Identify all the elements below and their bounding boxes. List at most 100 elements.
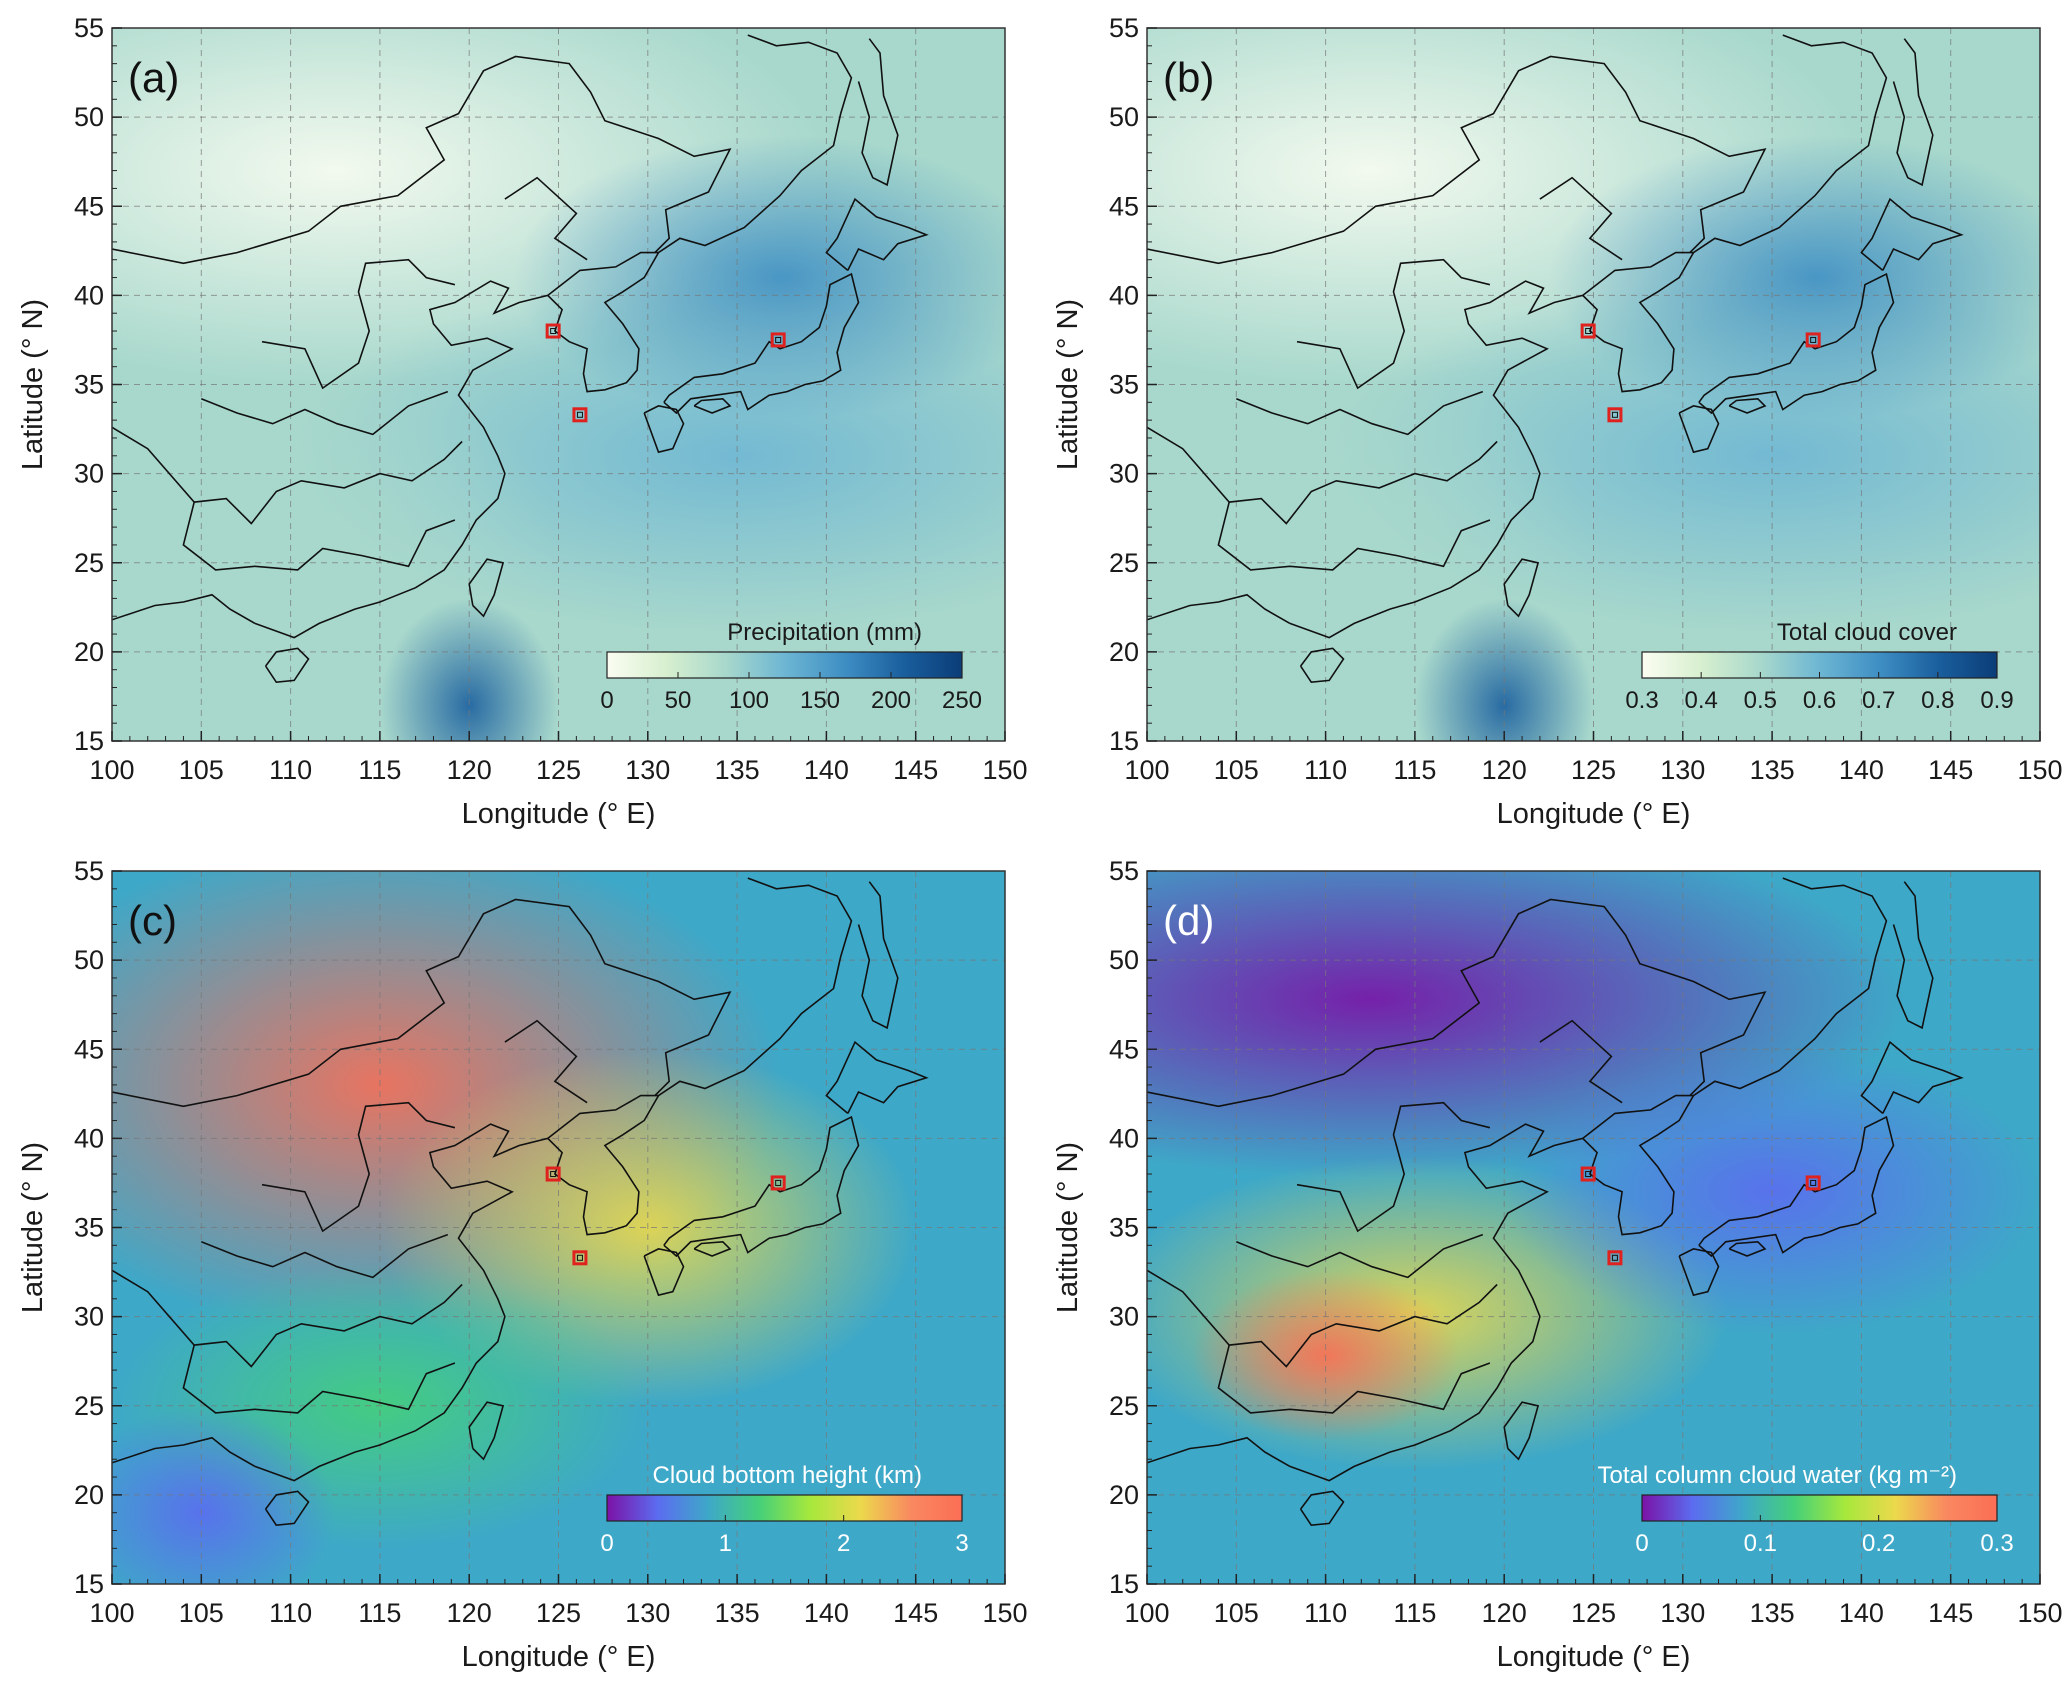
colorbar-tick-label: 3 — [955, 1530, 968, 1557]
y-tick-label: 15 — [74, 726, 104, 756]
x-tick-label: 105 — [179, 755, 224, 785]
map-panel-c: 100 105 110 115 120 125 130 135 140 145 1501520253… — [17, 856, 1028, 1673]
y-tick-label: 55 — [1109, 856, 1139, 886]
x-axis-label: Longitude (° E) — [1497, 1641, 1691, 1673]
y-tick-label: 25 — [74, 548, 104, 578]
colorbar-title: Precipitation (mm) — [727, 619, 922, 646]
x-axis-label: Longitude (° E) — [462, 798, 656, 830]
y-tick-label: 50 — [74, 102, 104, 132]
x-tick-label: 100 — [1124, 755, 1169, 785]
site-marker — [1805, 332, 1821, 348]
y-tick-label: 15 — [74, 1569, 104, 1599]
y-tick-label: 35 — [1109, 370, 1139, 400]
x-tick-label: 145 — [893, 1598, 938, 1628]
colorbar-tick-label: 150 — [800, 687, 840, 714]
site-marker — [1607, 1250, 1623, 1266]
x-tick-label: 140 — [804, 755, 849, 785]
x-tick-label: 130 — [625, 1598, 670, 1628]
x-tick-label: 130 — [1660, 755, 1705, 785]
x-tick-label: 130 — [1660, 1598, 1705, 1628]
colorbar-tick-label: 0.7 — [1862, 687, 1895, 714]
y-tick-label: 45 — [1109, 1034, 1139, 1064]
colorbar-tick-label: 0.3 — [1625, 687, 1658, 714]
y-tick-label: 40 — [1109, 280, 1139, 310]
x-tick-label: 125 — [536, 755, 581, 785]
colorbar: Cloud bottom height (km) 0 1 2 3 — [600, 1462, 968, 1557]
y-tick-label: 45 — [1109, 191, 1139, 221]
x-tick-label: 115 — [1393, 1598, 1436, 1628]
x-tick-label: 120 — [1482, 1598, 1527, 1628]
x-tick-label: 105 — [1214, 755, 1259, 785]
panel-label: (b) — [1163, 54, 1214, 101]
y-tick-label: 25 — [1109, 1391, 1139, 1421]
y-tick-label: 55 — [74, 13, 104, 43]
x-tick-label: 125 — [536, 1598, 581, 1628]
colorbar-tick-label: 0.1 — [1744, 1530, 1777, 1557]
y-tick-label: 30 — [1109, 459, 1139, 489]
site-marker — [1805, 1175, 1821, 1191]
site-marker — [572, 1250, 588, 1266]
map-panel-b: 100 105 110 115 120 125 130 135 140 145 150 15 20 25 3… — [1052, 13, 2063, 830]
x-tick-label: 150 — [2017, 1598, 2062, 1628]
coastlines — [112, 877, 929, 1527]
site-marker — [545, 323, 561, 339]
x-tick-label: 115 — [1393, 755, 1436, 785]
map-panel-d: 100 105 110 115 120 125 130 135 140 145 150 15 20 25 3… — [1052, 856, 2063, 1673]
x-tick-label: 140 — [804, 1598, 849, 1628]
colorbar-tick-label: 0 — [1635, 1530, 1648, 1557]
panel-label: (a) — [128, 54, 179, 101]
colorbar-tick-label: 0.2 — [1862, 1530, 1895, 1557]
x-tick-label: 130 — [625, 755, 670, 785]
colorbar-tick-label: 0 — [600, 687, 613, 714]
y-tick-label: 35 — [1109, 1213, 1139, 1243]
x-tick-label: 135 — [715, 755, 760, 785]
y-tick-label: 25 — [1109, 548, 1139, 578]
x-tick-label: 140 — [1839, 1598, 1884, 1628]
y-tick-label: 50 — [1109, 945, 1139, 975]
y-axis-label: Latitude (° N) — [1052, 299, 1084, 470]
y-tick-label: 50 — [1109, 102, 1139, 132]
x-tick-label: 150 — [982, 755, 1027, 785]
colorbar: Precipitation (mm) 0 50 100 150 200 250 — [600, 619, 982, 714]
field-raster — [112, 28, 1005, 741]
coastlines — [1147, 877, 1964, 1527]
x-tick-label: 150 — [982, 1598, 1027, 1628]
x-tick-label: 110 — [1304, 1598, 1347, 1628]
site-marker — [545, 1166, 561, 1182]
x-tick-label: 145 — [1928, 1598, 1973, 1628]
x-tick-label: 140 — [1839, 755, 1884, 785]
colorbar-title: Total column cloud water (kg m⁻²) — [1598, 1462, 1957, 1489]
x-axis-label: Longitude (° E) — [462, 1641, 656, 1673]
y-tick-label: 55 — [1109, 13, 1139, 43]
colorbar-tick-label: 0 — [600, 1530, 613, 1557]
site-marker — [770, 1175, 786, 1191]
x-tick-label: 120 — [447, 755, 492, 785]
y-tick-label: 50 — [74, 945, 104, 975]
x-tick-label: 100 — [89, 1598, 134, 1628]
colorbar-tick-label: 100 — [729, 687, 769, 714]
y-tick-label: 45 — [74, 1034, 104, 1064]
y-tick-label: 30 — [74, 1302, 104, 1332]
colorbar-tick-label: 0.4 — [1684, 687, 1717, 714]
y-tick-label: 20 — [1109, 637, 1139, 667]
y-tick-label: 40 — [74, 1123, 104, 1153]
x-tick-label: 145 — [893, 755, 938, 785]
y-tick-label: 35 — [74, 1213, 104, 1243]
y-tick-label: 25 — [74, 1391, 104, 1421]
colorbar-tick-label: 0.3 — [1980, 1530, 2013, 1557]
x-tick-label: 115 — [358, 1598, 401, 1628]
y-axis-label: Latitude (° N) — [1052, 1142, 1084, 1313]
x-tick-label: 100 — [1124, 1598, 1169, 1628]
site-marker — [1580, 323, 1596, 339]
x-tick-label: 110 — [269, 755, 312, 785]
colorbar: Total column cloud water (kg m⁻²) 0 0.1 0.2… — [1598, 1462, 2014, 1557]
y-tick-label: 20 — [74, 637, 104, 667]
x-tick-label: 135 — [715, 1598, 760, 1628]
colorbar-tick-label: 0.8 — [1921, 687, 1954, 714]
x-tick-label: 125 — [1571, 1598, 1616, 1628]
site-marker — [572, 407, 588, 423]
y-tick-label: 30 — [74, 459, 104, 489]
colorbar: Total cloud cover 0.3 0.4 0.5 0.6 0.7 0.8 0.9 — [1625, 619, 2013, 714]
x-tick-label: 115 — [358, 755, 401, 785]
